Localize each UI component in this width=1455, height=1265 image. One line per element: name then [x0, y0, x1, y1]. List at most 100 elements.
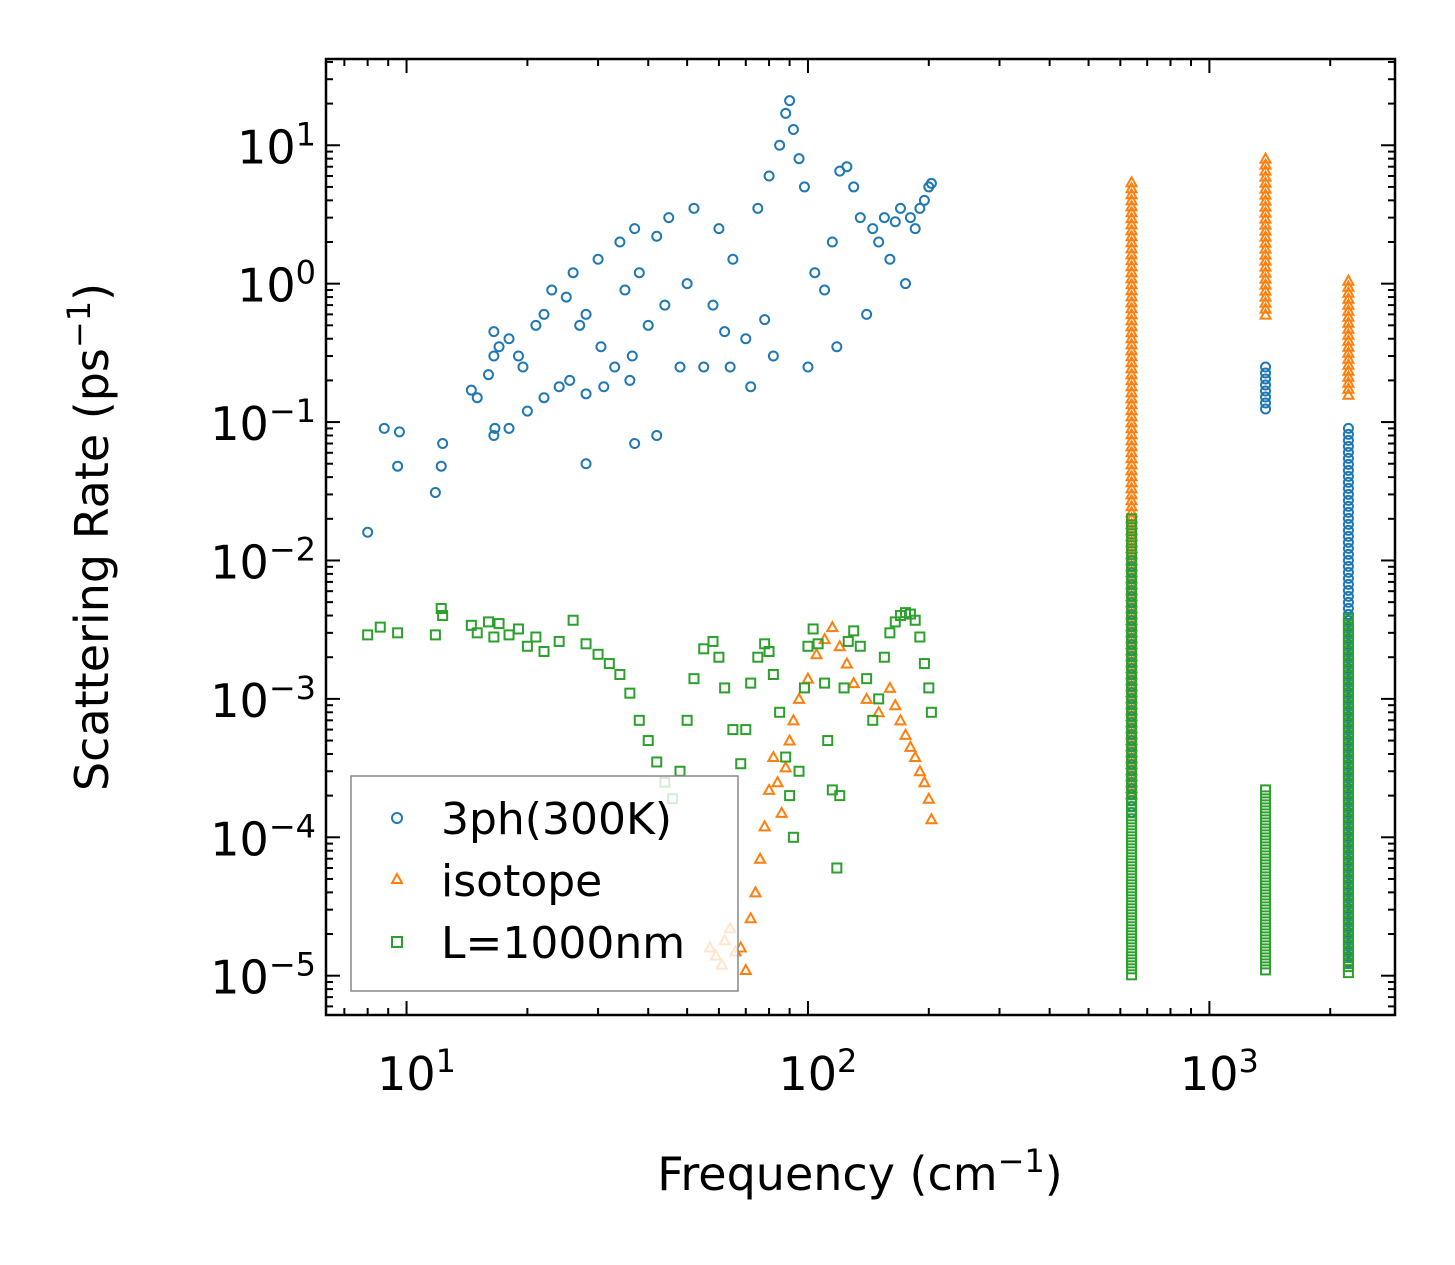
band-marker	[1124, 499, 1139, 512]
band-marker	[1258, 307, 1273, 320]
data-point	[883, 680, 897, 693]
data-point	[629, 223, 641, 235]
band-marker	[1124, 211, 1139, 224]
axis-ticks	[326, 59, 1395, 1015]
band-marker	[1260, 886, 1272, 898]
band-marker	[1126, 759, 1138, 771]
band-marker	[1124, 283, 1139, 296]
band-marker	[1126, 861, 1138, 873]
band-marker	[1126, 933, 1138, 945]
data-point	[904, 212, 916, 224]
band-marker	[1126, 915, 1138, 927]
data-point	[918, 194, 930, 206]
band-marker	[1260, 844, 1272, 856]
band-marker	[1124, 385, 1139, 398]
data-point	[560, 291, 572, 303]
band-marker	[1124, 313, 1139, 326]
data-point	[503, 629, 515, 641]
data-point	[530, 631, 542, 643]
band-marker	[1126, 825, 1138, 837]
band-marker	[1260, 820, 1272, 832]
band-marker	[1124, 361, 1139, 374]
band-marker	[1342, 925, 1354, 937]
band-marker	[1342, 859, 1354, 871]
data-point	[595, 341, 607, 353]
band-marker	[1124, 379, 1139, 392]
band-marker	[1126, 525, 1138, 537]
band-marker	[1260, 880, 1272, 892]
data-point	[727, 724, 739, 736]
band-marker	[1342, 524, 1354, 536]
band-marker	[1260, 958, 1272, 970]
band-marker	[1258, 301, 1273, 314]
band-marker	[1260, 952, 1272, 964]
band-marker	[1258, 235, 1273, 248]
band-marker	[1126, 807, 1138, 819]
band-marker	[1342, 613, 1354, 625]
data-point	[512, 350, 524, 362]
band-marker	[1126, 753, 1138, 765]
band-marker	[1258, 157, 1273, 170]
data-point	[871, 705, 886, 718]
band-marker	[1342, 470, 1354, 482]
band-marker	[1124, 181, 1139, 194]
band-marker	[1258, 151, 1273, 164]
band-marker	[1124, 337, 1139, 350]
band-marker	[1260, 361, 1272, 373]
data-point	[739, 962, 753, 975]
data-point	[859, 691, 874, 704]
band-marker	[1342, 835, 1354, 847]
band-marker	[1260, 790, 1272, 802]
band-marker	[1126, 585, 1138, 597]
data-point	[784, 790, 796, 802]
band-marker	[1258, 271, 1273, 284]
band-marker	[1342, 661, 1354, 673]
band-marker	[1342, 584, 1354, 596]
band-marker	[1126, 657, 1138, 669]
band-marker	[1342, 775, 1354, 787]
band-marker	[1342, 679, 1354, 691]
data-point	[878, 651, 890, 663]
band-marker	[1342, 745, 1354, 757]
band-marker	[1124, 409, 1139, 422]
data-point	[727, 253, 739, 265]
band-marker	[1260, 385, 1272, 397]
data-point	[767, 350, 779, 362]
data-point	[681, 714, 693, 726]
data-point	[567, 614, 579, 626]
data-point	[629, 438, 641, 450]
band-marker	[1258, 199, 1273, 212]
vertical-band	[1260, 361, 1272, 415]
band-marker	[1342, 907, 1354, 919]
data-point	[867, 714, 879, 726]
y-tick-label: 10−5	[210, 946, 316, 1005]
band-marker	[1124, 463, 1139, 476]
data-point	[435, 602, 447, 614]
data-point	[900, 278, 912, 290]
plot-frame	[324, 57, 1397, 1017]
band-marker	[1341, 309, 1356, 322]
band-marker	[1124, 349, 1139, 362]
band-marker	[1126, 927, 1138, 939]
data-point	[759, 314, 771, 326]
data-point	[762, 782, 776, 795]
band-marker	[1342, 709, 1354, 721]
band-marker	[1258, 253, 1273, 266]
vertical-band	[1258, 151, 1273, 320]
data-point	[894, 202, 906, 214]
data-point	[538, 392, 550, 404]
data-point	[521, 405, 533, 417]
band-marker	[1126, 831, 1138, 843]
band-marker	[1126, 621, 1138, 633]
band-marker	[1342, 446, 1354, 458]
band-marker	[1124, 421, 1139, 434]
data-point	[842, 635, 854, 647]
band-marker	[1341, 333, 1356, 346]
band-marker	[1342, 434, 1354, 446]
band-marker	[1124, 253, 1139, 266]
data-point	[793, 153, 805, 165]
data-point	[624, 374, 636, 386]
band-marker	[1126, 705, 1138, 717]
band-marker	[1260, 814, 1272, 826]
band-marker	[1341, 381, 1356, 394]
